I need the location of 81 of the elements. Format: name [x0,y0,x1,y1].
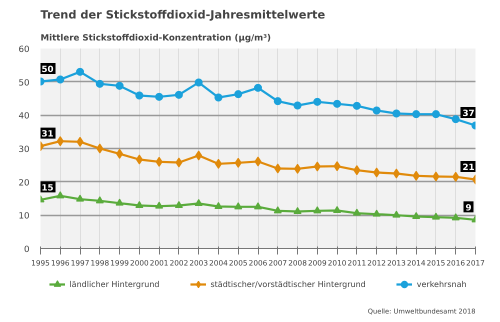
point [116,198,124,206]
point [116,82,124,90]
point [234,158,242,168]
point [155,202,164,209]
point [392,110,400,118]
point [96,80,104,88]
chart-title: Trend der Stickstoffdioxid-Jahresmittelwerte [40,8,326,22]
point [175,158,182,168]
point [56,136,64,146]
point [274,164,282,174]
legend-label: ländlicher Hintergrund [69,280,160,288]
point [254,156,262,166]
point [214,94,222,102]
point [214,158,222,169]
y-tick-label: 50 [18,78,30,88]
legend-label: verkehrsnah [416,280,467,288]
point [313,206,322,214]
point [412,110,420,118]
data-label: 37 [462,109,475,119]
point [156,156,163,167]
point [56,191,64,198]
y-tick-label: 10 [18,212,30,222]
point [352,208,361,216]
data-label: 31 [41,130,54,140]
point [274,206,282,214]
point [76,68,84,76]
data-label: 50 [41,65,54,75]
point [452,213,460,220]
data-label: 21 [462,163,475,173]
point [194,198,203,206]
point [254,84,262,92]
point [76,136,84,147]
point [452,172,460,182]
point [234,90,242,98]
point [372,106,381,114]
point [432,212,440,220]
point [392,168,400,178]
legend-label: städtischer/vorstädtischer Hintergrund [210,280,366,288]
point [174,200,183,208]
point [452,115,460,124]
point [234,202,242,210]
y-tick-label: 20 [18,178,30,188]
y-tick-label: 40 [18,112,30,122]
point [155,92,164,101]
y-tick-label: 0 [24,245,30,255]
point [294,102,302,110]
point [353,165,360,176]
point [76,194,84,202]
point [372,210,381,217]
point [135,92,144,100]
point [195,150,202,160]
point [116,148,124,159]
y-axis-title: Mittlere Stickstoffdioxid-Konzentration (µg/m³) [40,34,271,44]
point [254,202,262,210]
point [174,90,183,99]
point [392,210,400,218]
point [96,196,104,204]
point [294,164,302,174]
point [412,170,420,181]
point [334,161,341,172]
point [135,200,144,208]
data-label: 15 [41,183,54,194]
point [56,76,64,84]
point [333,206,342,214]
point [274,97,282,106]
point [313,98,322,106]
point [432,172,440,182]
point [96,144,104,154]
point [373,168,380,178]
point [314,162,321,172]
y-tick-label: 60 [18,45,30,55]
point [352,102,361,110]
point [294,206,302,214]
point [214,202,222,210]
data-label: 9 [465,203,472,214]
point [194,78,203,86]
y-tick-label: 30 [18,145,30,155]
point [136,154,143,164]
point [412,212,420,220]
point [432,110,440,118]
point [333,100,342,108]
